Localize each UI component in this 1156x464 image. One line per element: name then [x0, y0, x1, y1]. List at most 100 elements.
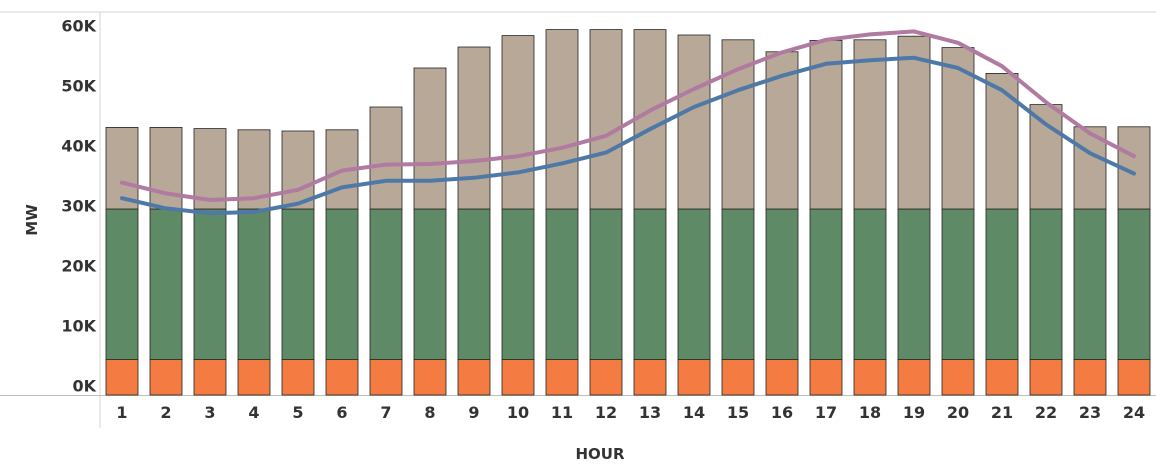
x-tick-label: 2	[160, 403, 171, 422]
bar-segment	[1117, 359, 1151, 396]
bar-segment	[105, 208, 139, 361]
bar-segment	[545, 208, 579, 361]
bar-segment	[589, 29, 623, 210]
bar-segment	[457, 208, 491, 361]
bar-segment	[369, 106, 403, 210]
bar-segment	[1073, 359, 1107, 396]
x-tick-label: 24	[1123, 403, 1145, 422]
bar-segment	[853, 208, 887, 361]
bar-segment	[721, 208, 755, 361]
bar-segment	[633, 359, 667, 396]
y-tick-label: 40K	[61, 137, 96, 156]
bar-segment	[985, 359, 1019, 396]
bar-segment	[721, 359, 755, 396]
x-tick-label: 4	[248, 403, 259, 422]
bars-layer	[105, 29, 1151, 396]
bar-segment	[633, 208, 667, 361]
bar-segment	[149, 208, 183, 361]
x-tick-label: 19	[903, 403, 925, 422]
bar-segment	[765, 359, 799, 396]
x-tick-label: 6	[336, 403, 347, 422]
bar-segment	[325, 359, 359, 396]
bar-segment	[237, 208, 271, 361]
bar-segment	[677, 359, 711, 396]
x-tick-label: 15	[727, 403, 749, 422]
bar-segment	[193, 359, 227, 396]
bar-segment	[985, 73, 1019, 210]
x-tick-label: 10	[507, 403, 529, 422]
x-tick-label: 5	[292, 403, 303, 422]
x-tick-label: 22	[1035, 403, 1057, 422]
bar-segment	[325, 208, 359, 361]
y-tick-label: 0K	[72, 377, 96, 396]
x-tick-label: 3	[204, 403, 215, 422]
bar-segment	[1117, 208, 1151, 361]
bar-segment	[853, 39, 887, 210]
bar-segment	[1029, 208, 1063, 361]
bar-segment	[941, 208, 975, 361]
bar-segment	[149, 359, 183, 396]
bar-segment	[897, 359, 931, 396]
bar-segment	[281, 130, 315, 210]
bar-segment	[501, 208, 535, 361]
bar-segment	[369, 208, 403, 361]
axes-layer	[0, 11, 1156, 428]
bar-segment	[281, 208, 315, 361]
y-tick-label: 10K	[61, 317, 96, 336]
bar-segment	[853, 359, 887, 396]
bar-segment	[677, 208, 711, 361]
x-tick-label: 11	[551, 403, 573, 422]
x-tick-label: 12	[595, 403, 617, 422]
x-tick-label: 21	[991, 403, 1013, 422]
x-tick-label: 9	[468, 403, 479, 422]
bar-segment	[413, 208, 447, 361]
y-tick-label: 50K	[61, 77, 96, 96]
bar-segment	[545, 29, 579, 210]
bar-segment	[457, 46, 491, 210]
x-tick-label: 20	[947, 403, 969, 422]
bar-segment	[369, 359, 403, 396]
bar-segment	[105, 359, 139, 396]
bar-segment	[941, 359, 975, 396]
lines-layer	[120, 29, 1136, 216]
bar-segment	[413, 359, 447, 396]
y-axis-title: MW	[23, 204, 41, 236]
y-tick-label: 20K	[61, 257, 96, 276]
bar-segment	[457, 359, 491, 396]
bar-segment	[1073, 208, 1107, 361]
x-tick-label: 18	[859, 403, 881, 422]
x-axis-title: HOUR	[575, 445, 624, 463]
bar-segment	[105, 127, 139, 210]
bar-segment	[193, 128, 227, 210]
bar-segment	[677, 34, 711, 210]
series-line	[120, 55, 1136, 216]
bar-segment	[809, 208, 843, 361]
y-tick-label: 30K	[61, 197, 96, 216]
x-tick-label: 17	[815, 403, 837, 422]
x-tick-label: 23	[1079, 403, 1101, 422]
x-tick-label: 1	[116, 403, 127, 422]
x-tick-label: 16	[771, 403, 793, 422]
bar-segment	[193, 208, 227, 361]
bar-segment	[809, 359, 843, 396]
bar-segment	[501, 35, 535, 210]
bar-segment	[589, 208, 623, 361]
x-tick-label: 7	[380, 403, 391, 422]
bar-segment	[237, 359, 271, 396]
bar-segment	[501, 359, 535, 396]
x-tick-label: 13	[639, 403, 661, 422]
bar-segment	[1029, 104, 1063, 210]
bar-segment	[897, 35, 931, 210]
bar-segment	[765, 208, 799, 361]
bar-segment	[589, 359, 623, 396]
bar-segment	[413, 67, 447, 210]
bar-segment	[985, 208, 1019, 361]
bar-segment	[281, 359, 315, 396]
bar-segment	[897, 208, 931, 361]
x-tick-label: 8	[424, 403, 435, 422]
bar-segment	[545, 359, 579, 396]
bar-segment	[1029, 359, 1063, 396]
